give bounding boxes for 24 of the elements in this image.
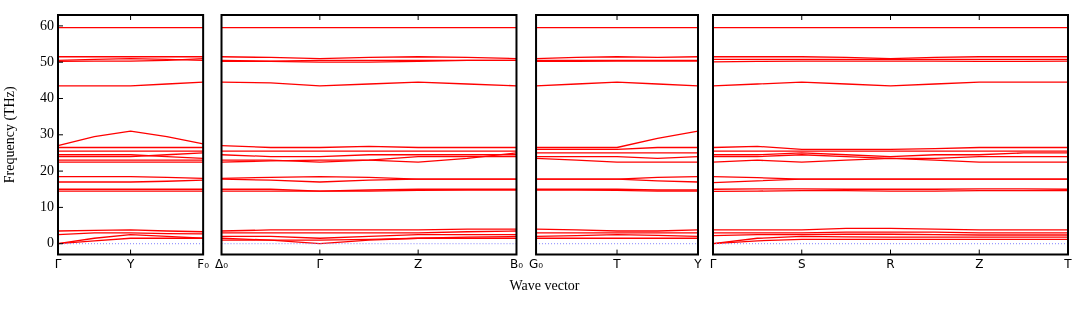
x-axis-title: Wave vector (508, 278, 581, 294)
x-tick-label: S (797, 256, 806, 271)
x-tick-label: Z (975, 256, 984, 271)
x-tick-label: G₀ (529, 256, 544, 271)
y-tick-label: 60 (40, 17, 54, 33)
x-tick-label: F₀ (197, 256, 210, 271)
x-tick-label: T (612, 256, 622, 271)
x-tick-label: Γ (709, 256, 717, 271)
y-tick-label: 30 (40, 126, 54, 142)
y-tick-label: 10 (40, 199, 54, 215)
y-tick-label: 50 (40, 53, 54, 69)
y-tick-label: 40 (40, 90, 54, 106)
y-tick-label: 20 (40, 162, 54, 178)
x-tick-label: B₀ (509, 256, 524, 271)
x-tick-label: Y (693, 256, 703, 271)
x-tick-label: Y (125, 256, 135, 271)
x-tick-label: Γ (54, 256, 62, 271)
y-axis-title: Frequency (THz) (2, 86, 19, 184)
x-tick-label: R (886, 256, 895, 271)
x-tick-label: Δ₀ (214, 256, 229, 271)
x-tick-label: Z (414, 256, 423, 271)
x-tick-label: T (1063, 256, 1073, 271)
y-tick-label: 0 (47, 235, 54, 251)
x-tick-label: Γ (316, 256, 324, 271)
